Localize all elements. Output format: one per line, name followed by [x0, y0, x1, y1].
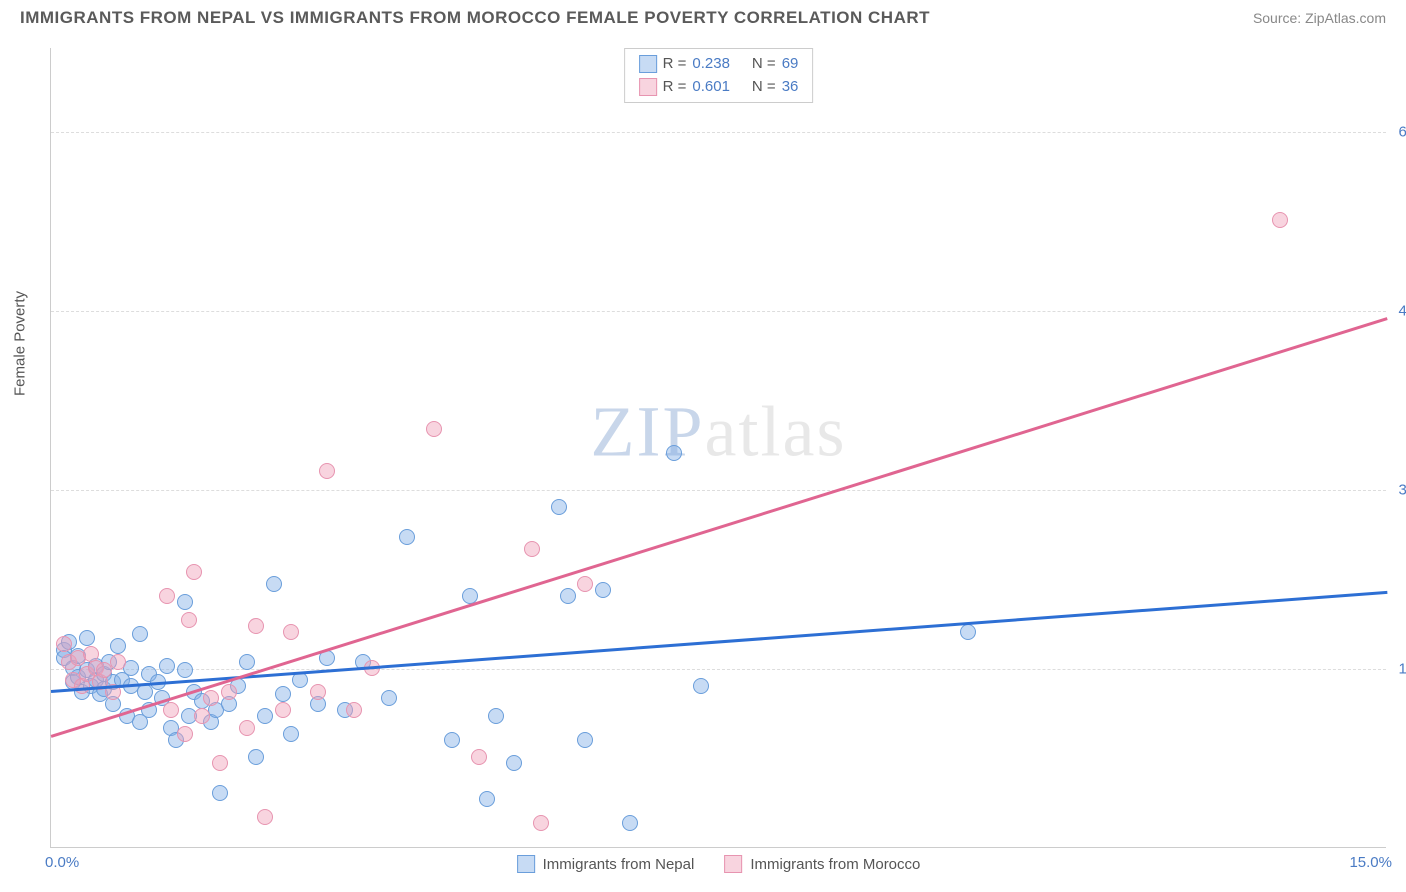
data-point — [132, 626, 148, 642]
data-point — [444, 732, 460, 748]
data-point — [221, 684, 237, 700]
scatter-chart: ZIPatlas R = 0.238 N = 69 R = 0.601 N = … — [50, 48, 1386, 848]
data-point — [181, 612, 197, 628]
legend-item-morocco: Immigrants from Morocco — [724, 855, 920, 873]
data-point — [275, 686, 291, 702]
x-tick-min: 0.0% — [45, 854, 79, 871]
n-label: N = — [752, 53, 776, 76]
chart-title: IMMIGRANTS FROM NEPAL VS IMMIGRANTS FROM… — [20, 8, 930, 28]
y-tick-label: 45.0% — [1398, 302, 1406, 319]
source-label: Source: ZipAtlas.com — [1253, 10, 1386, 26]
legend-item-nepal: Immigrants from Nepal — [517, 855, 695, 873]
data-point — [110, 638, 126, 654]
gridline — [51, 490, 1386, 491]
data-point — [275, 702, 291, 718]
legend-row-morocco: R = 0.601 N = 36 — [639, 76, 799, 99]
swatch-morocco — [639, 78, 657, 96]
data-point — [159, 588, 175, 604]
gridline — [51, 132, 1386, 133]
data-point — [177, 726, 193, 742]
r-value-morocco: 0.601 — [692, 76, 730, 99]
r-label: R = — [663, 76, 687, 99]
y-tick-label: 15.0% — [1398, 660, 1406, 677]
legend-swatch-nepal — [517, 855, 535, 873]
data-point — [577, 576, 593, 592]
n-value-morocco: 36 — [782, 76, 799, 99]
data-point — [471, 749, 487, 765]
data-point — [266, 576, 282, 592]
data-point — [551, 499, 567, 515]
legend-label-nepal: Immigrants from Nepal — [543, 856, 695, 873]
n-value-nepal: 69 — [782, 53, 799, 76]
data-point — [960, 624, 976, 640]
data-point — [177, 662, 193, 678]
series-legend: Immigrants from Nepal Immigrants from Mo… — [517, 855, 921, 873]
data-point — [79, 630, 95, 646]
data-point — [283, 624, 299, 640]
y-axis-title: Female Poverty — [12, 291, 29, 396]
trend-line — [51, 591, 1387, 693]
data-point — [524, 541, 540, 557]
gridline — [51, 669, 1386, 670]
data-point — [488, 708, 504, 724]
data-point — [212, 755, 228, 771]
data-point — [533, 815, 549, 831]
watermark: ZIPatlas — [591, 390, 847, 473]
n-label: N = — [752, 76, 776, 99]
data-point — [203, 690, 219, 706]
x-tick-max: 15.0% — [1349, 854, 1392, 871]
data-point — [56, 636, 72, 652]
data-point — [186, 564, 202, 580]
data-point — [595, 582, 611, 598]
data-point — [194, 708, 210, 724]
data-point — [622, 815, 638, 831]
trend-line — [51, 317, 1388, 737]
data-point — [310, 684, 326, 700]
data-point — [506, 755, 522, 771]
data-point — [257, 809, 273, 825]
r-label: R = — [663, 53, 687, 76]
watermark-zip: ZIP — [591, 391, 705, 471]
legend-swatch-morocco — [724, 855, 742, 873]
y-tick-label: 60.0% — [1398, 123, 1406, 140]
data-point — [560, 588, 576, 604]
data-point — [693, 678, 709, 694]
gridline — [51, 311, 1386, 312]
data-point — [239, 720, 255, 736]
correlation-legend: R = 0.238 N = 69 R = 0.601 N = 36 — [624, 48, 814, 103]
data-point — [381, 690, 397, 706]
data-point — [283, 726, 299, 742]
legend-label-morocco: Immigrants from Morocco — [750, 856, 920, 873]
watermark-atlas: atlas — [705, 391, 847, 471]
data-point — [479, 791, 495, 807]
data-point — [212, 785, 228, 801]
data-point — [177, 594, 193, 610]
data-point — [426, 421, 442, 437]
data-point — [248, 618, 264, 634]
swatch-nepal — [639, 55, 657, 73]
data-point — [257, 708, 273, 724]
data-point — [577, 732, 593, 748]
data-point — [110, 654, 126, 670]
legend-row-nepal: R = 0.238 N = 69 — [639, 53, 799, 76]
data-point — [248, 749, 264, 765]
data-point — [163, 702, 179, 718]
data-point — [319, 463, 335, 479]
data-point — [399, 529, 415, 545]
data-point — [1272, 212, 1288, 228]
y-tick-label: 30.0% — [1398, 481, 1406, 498]
r-value-nepal: 0.238 — [692, 53, 730, 76]
data-point — [239, 654, 255, 670]
data-point — [159, 658, 175, 674]
data-point — [666, 445, 682, 461]
data-point — [346, 702, 362, 718]
